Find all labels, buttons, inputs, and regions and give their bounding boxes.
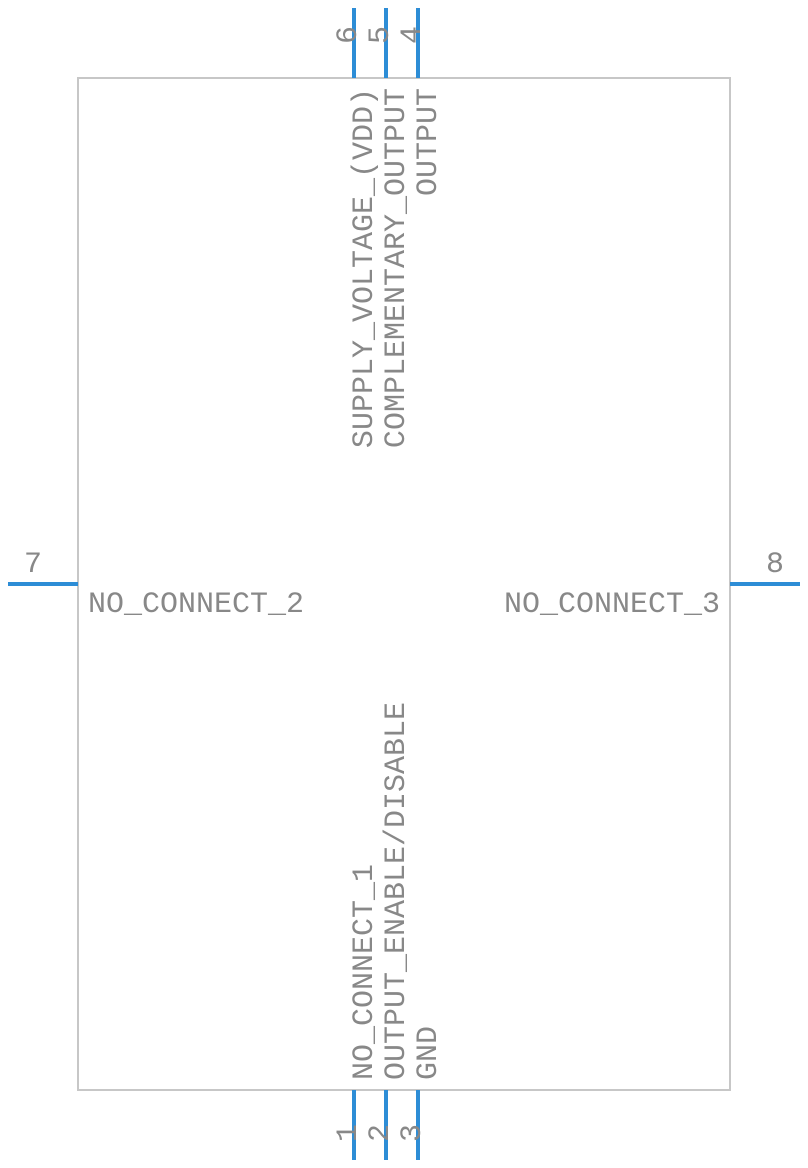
pin-label-3: GND — [412, 1026, 446, 1080]
pin-label-8: NO_CONNECT_3 — [504, 588, 720, 622]
pin-number-6: 6 — [332, 26, 366, 44]
pin-number-1: 1 — [332, 1124, 366, 1142]
pin-label-6: SUPPLY_VOLTAGE_(VDD) — [348, 88, 382, 448]
pin-diagram: 6 SUPPLY_VOLTAGE_(VDD) 5 COMPLEMENTARY_OUTP… — [0, 0, 808, 1168]
pin-number-3: 3 — [396, 1124, 430, 1142]
pin-number-8: 8 — [766, 548, 784, 582]
pin-number-7: 7 — [24, 548, 42, 582]
pin-label-4: OUTPUT — [412, 88, 446, 196]
pin-number-5: 5 — [364, 26, 398, 44]
pin-label-5: COMPLEMENTARY_OUTPUT — [380, 88, 414, 448]
pin-label-2: OUTPUT_ENABLE/DISABLE — [380, 702, 414, 1080]
pin-label-7: NO_CONNECT_2 — [88, 588, 304, 622]
pin-number-2: 2 — [364, 1124, 398, 1142]
pin-number-4: 4 — [396, 26, 430, 44]
pin-label-1: NO_CONNECT_1 — [348, 864, 382, 1080]
